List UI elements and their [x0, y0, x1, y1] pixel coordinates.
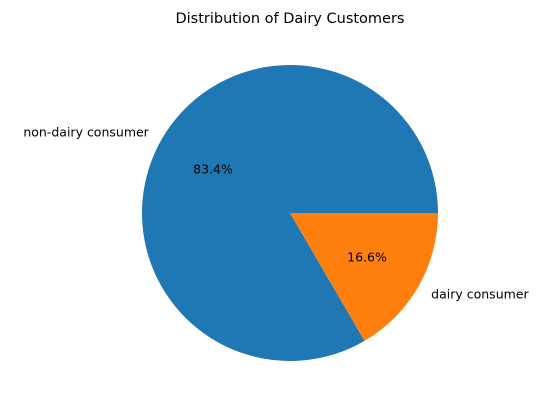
pie-labels: 83.4% non-dairy consumer 16.6% dairy consum… — [23, 124, 529, 301]
pie-slice-dairy-consumer — [290, 213, 438, 341]
slice-category-label: dairy consumer — [431, 287, 529, 302]
slice-category-label: non-dairy consumer — [23, 124, 149, 139]
pie-slice-non-dairy-consumer — [142, 64, 439, 362]
slice-percent-label: 16.6% — [347, 250, 387, 265]
slice-percent-label: 83.4% — [193, 161, 233, 176]
pie-slices — [142, 64, 439, 362]
chart-title: Distribution of Dairy Customers — [175, 11, 404, 27]
